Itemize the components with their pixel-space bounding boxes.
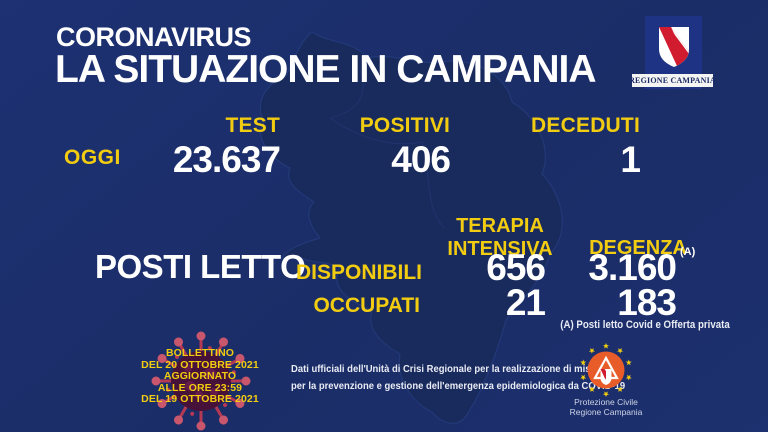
bulletin-date-block: BOLLETTINO DEL 20 OTTOBRE 2021 AGGIORNAT…	[105, 347, 295, 406]
stat-positivi: POSITIVI 406	[359, 114, 451, 180]
beds-section-label: POSTI LETTO	[95, 248, 306, 285]
title-line2: LA SITUAZIONE IN CAMPANIA	[55, 48, 596, 91]
stat-deceduti: DECEDUTI 1	[531, 114, 641, 180]
stat-deceduti-label: DECEDUTI	[531, 114, 640, 137]
bulletin-line: BOLLETTINO	[165, 347, 235, 359]
protezione-civile-logo	[580, 343, 632, 397]
disclaimer-line2: per la prevenzione e gestione dell'emerg…	[291, 379, 626, 392]
logo-caption: REGIONE CAMPANIA	[629, 74, 716, 87]
footnote-marker: (A)	[680, 246, 696, 258]
bulletin-line: ALLE ORE 23:59	[157, 381, 243, 394]
beds-footnote: (A) Posti letto Covid e Offerta privata	[560, 319, 730, 331]
row-label-occupied: OCCUPATI	[313, 294, 420, 317]
stat-test: TEST 23.637	[172, 114, 281, 180]
stat-positivi-value: 406	[391, 139, 451, 180]
bulletin-line: DEL 20 OTTOBRE 2021	[141, 358, 259, 371]
bulletin-line: DEL 19 OTTOBRE 2021	[141, 393, 259, 405]
today-label: OGGI	[64, 146, 121, 169]
column-header-ordinary: DEGENZA	[589, 237, 687, 259]
column-header-intensive-line1: TERAPIA	[456, 215, 544, 237]
pc-caption-line1: Protezione Civile	[574, 397, 638, 407]
available-intensive-value: 656	[486, 247, 546, 288]
protezione-civile-caption: Protezione Civile Regione Campania	[551, 397, 661, 417]
stat-deceduti-value: 1	[620, 139, 641, 180]
star-ring	[580, 343, 632, 397]
stat-test-label: TEST	[225, 114, 280, 137]
stat-positivi-label: POSITIVI	[359, 114, 450, 137]
column-header-intensive: TERAPIA INTENSIVA	[400, 215, 600, 261]
stat-test-value: 23.637	[172, 139, 281, 180]
column-header-intensive-line2: INTENSIVA	[447, 238, 553, 260]
pc-caption-line2: Regione Campania	[569, 406, 643, 417]
official-data-disclaimer: Dati ufficiali dell'Unità di Crisi Regio…	[291, 361, 626, 394]
row-label-available: DISPONIBILI	[295, 261, 422, 284]
available-ordinary-value: 3.160 (A)	[588, 247, 695, 288]
title-line1: CORONAVIRUS	[56, 22, 252, 52]
regione-campania-logo: REGIONE CAMPANIA	[629, 15, 716, 90]
disclaimer-line1: Dati ufficiali dell'Unità di Crisi Regio…	[291, 363, 606, 375]
available-ordinary-number: 3.160	[588, 247, 677, 288]
virus-icon	[151, 331, 251, 431]
bulletin-line: AGGIORNATO	[163, 370, 237, 382]
occupied-intensive-value: 21	[505, 282, 546, 323]
pc-shield-icon	[600, 369, 612, 385]
campania-shield-icon	[658, 27, 689, 67]
occupied-ordinary-value: 183	[617, 282, 677, 323]
